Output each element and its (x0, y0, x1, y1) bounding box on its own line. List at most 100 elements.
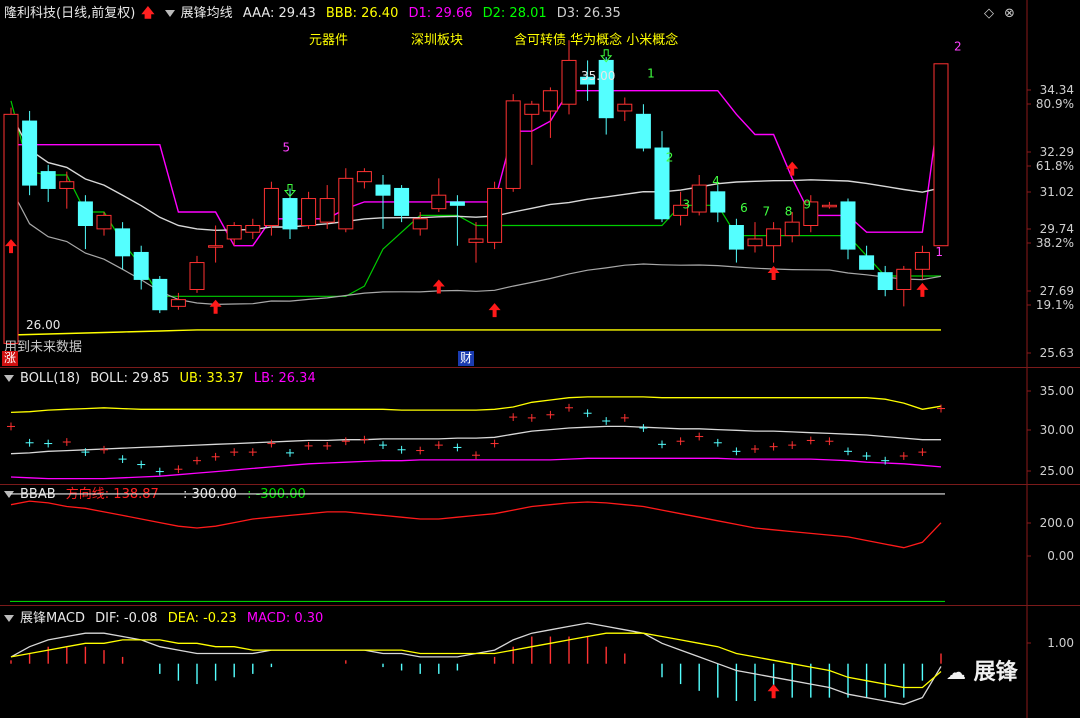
low-price-label: 26.00 (26, 318, 61, 332)
buy-arrow-icon (916, 282, 929, 297)
dropdown-triangle-icon[interactable] (4, 375, 14, 382)
lb-value: LB: 26.34 (253, 371, 316, 386)
y-tick-label: 25.00 (1040, 464, 1074, 478)
y-tick-label: 30.00 (1040, 423, 1074, 437)
boll-name[interactable]: BOLL(18) (20, 371, 81, 386)
panel-divider[interactable] (0, 367, 1080, 368)
ub-value: UB: 33.37 (179, 371, 244, 386)
peak-price-label: 35.00 (581, 69, 616, 83)
candle-body (580, 76, 596, 85)
candle-body (394, 187, 410, 216)
candle-body (170, 299, 186, 307)
wechat-icon: ☁ (946, 660, 966, 684)
candle-body (431, 194, 447, 210)
candle-body (263, 187, 279, 227)
panel-divider[interactable] (0, 605, 1080, 606)
candle-body (766, 228, 782, 247)
d3-value: D3: 26.35 (556, 6, 621, 21)
candle-body (542, 90, 558, 112)
boll-line-boll (10, 425, 941, 455)
close-icon[interactable]: ⊗ (1004, 6, 1015, 21)
candle-body (747, 238, 763, 247)
y-tick-label: 31.02 (1040, 185, 1074, 199)
candle-body (226, 225, 242, 240)
candle-body (859, 255, 875, 270)
signal-counter: 5 (283, 140, 291, 154)
y-tick-label: 200.0 (1040, 516, 1074, 530)
dropdown-triangle-icon[interactable] (4, 491, 14, 498)
signal-counter: 4 (712, 174, 720, 188)
macd-chart[interactable]: 1.00 (0, 606, 1080, 718)
stock-title[interactable]: 隆利科技(日线,前复权) (4, 6, 136, 21)
watermark: ☁ 展锋 (946, 654, 1018, 686)
y-tick-label: 80.9% (1036, 97, 1074, 111)
candle-body (375, 184, 391, 196)
signal-counter: 1 (647, 66, 655, 80)
cai-badge[interactable]: 财 (458, 351, 475, 366)
y-tick-label: 19.1% (1036, 298, 1074, 312)
concept-tag[interactable]: 含可转债 华为概念 小米概念 (514, 33, 679, 48)
zhang-badge: 涨 (2, 351, 19, 366)
candle-body (319, 198, 335, 223)
candle-body (505, 100, 521, 189)
candle-body (673, 204, 689, 216)
candle-body (96, 214, 112, 230)
candle-body (487, 187, 503, 243)
candle-body (784, 221, 800, 237)
candle-body (245, 225, 261, 233)
signal-counter: 1 (935, 245, 943, 259)
candle-body (356, 171, 372, 183)
candle-body (133, 251, 149, 280)
candle-body (524, 103, 540, 115)
dea-line (10, 632, 942, 689)
buy-arrow-icon (432, 279, 445, 294)
diamond-icon[interactable]: ◇ (984, 6, 994, 21)
boll-panel: BOLL(18) BOLL: 29.85 UB: 33.37 LB: 26.34… (0, 368, 1080, 484)
ma-line-d1 (11, 89, 942, 247)
candle-body (115, 228, 131, 257)
bbb-value: BBB: 26.40 (325, 6, 399, 21)
candle-body (449, 201, 465, 206)
buy-arrow-icon (5, 239, 17, 254)
indicator-name[interactable]: 展锋均线 (180, 6, 233, 21)
candle-body (821, 204, 837, 208)
dif-line (10, 622, 942, 706)
dropdown-triangle-icon[interactable] (164, 10, 175, 17)
dropdown-triangle-icon[interactable] (4, 615, 14, 622)
boll-line-lb (10, 457, 942, 480)
signal-counter: 8 (785, 204, 793, 218)
future-data-label: 用到未来数据 (4, 340, 83, 355)
macd-value: MACD: 0.30 (246, 611, 324, 626)
main-header: 隆利科技(日线,前复权) 🡅 展锋均线 AAA: 29.43 BBB: 26.40 … (4, 4, 627, 24)
y-tick-label: 27.69 (1040, 284, 1074, 298)
y-tick-label: 61.8% (1036, 159, 1074, 173)
candle-body (208, 245, 224, 248)
bbab-chart[interactable]: 200.0 0.00 (0, 485, 1080, 605)
macd-name[interactable]: 展锋MACD (20, 611, 85, 626)
y-tick-label: 29.74 (1040, 222, 1074, 236)
candle-body (561, 59, 577, 105)
candle-body (3, 113, 19, 344)
bbab-panel: BBAB 方向线: 138.87 : 300.00 : -300.00 200.… (0, 485, 1080, 605)
candle-body (598, 59, 614, 119)
concept-tag[interactable]: 深圳板块 (411, 33, 464, 48)
y-tick-label: 1.00 (1047, 636, 1074, 650)
candle-body (189, 262, 205, 291)
ma-line-d2 (10, 100, 941, 297)
signal-counter: 2 (954, 39, 962, 53)
boll-header: BOLL(18) BOLL: 29.85 UB: 33.37 LB: 26.34 (4, 369, 322, 389)
y-tick-label: 34.34 (1040, 83, 1074, 97)
boll-chart[interactable]: 35.00 30.00 25.00 (0, 368, 1080, 484)
y-tick-label: 32.29 (1040, 145, 1074, 159)
buy-arrow-icon (209, 299, 222, 314)
panel-divider[interactable] (0, 484, 1080, 485)
concept-tag[interactable]: 元器件 (309, 33, 349, 48)
boll-value: BOLL: 29.85 (90, 371, 170, 386)
candle-body (803, 201, 819, 227)
candle-body (468, 238, 484, 243)
candle-body (40, 171, 56, 189)
signal-counter: 6 (740, 201, 748, 215)
ma-line-bbb (10, 329, 941, 336)
candle-body (77, 201, 93, 227)
